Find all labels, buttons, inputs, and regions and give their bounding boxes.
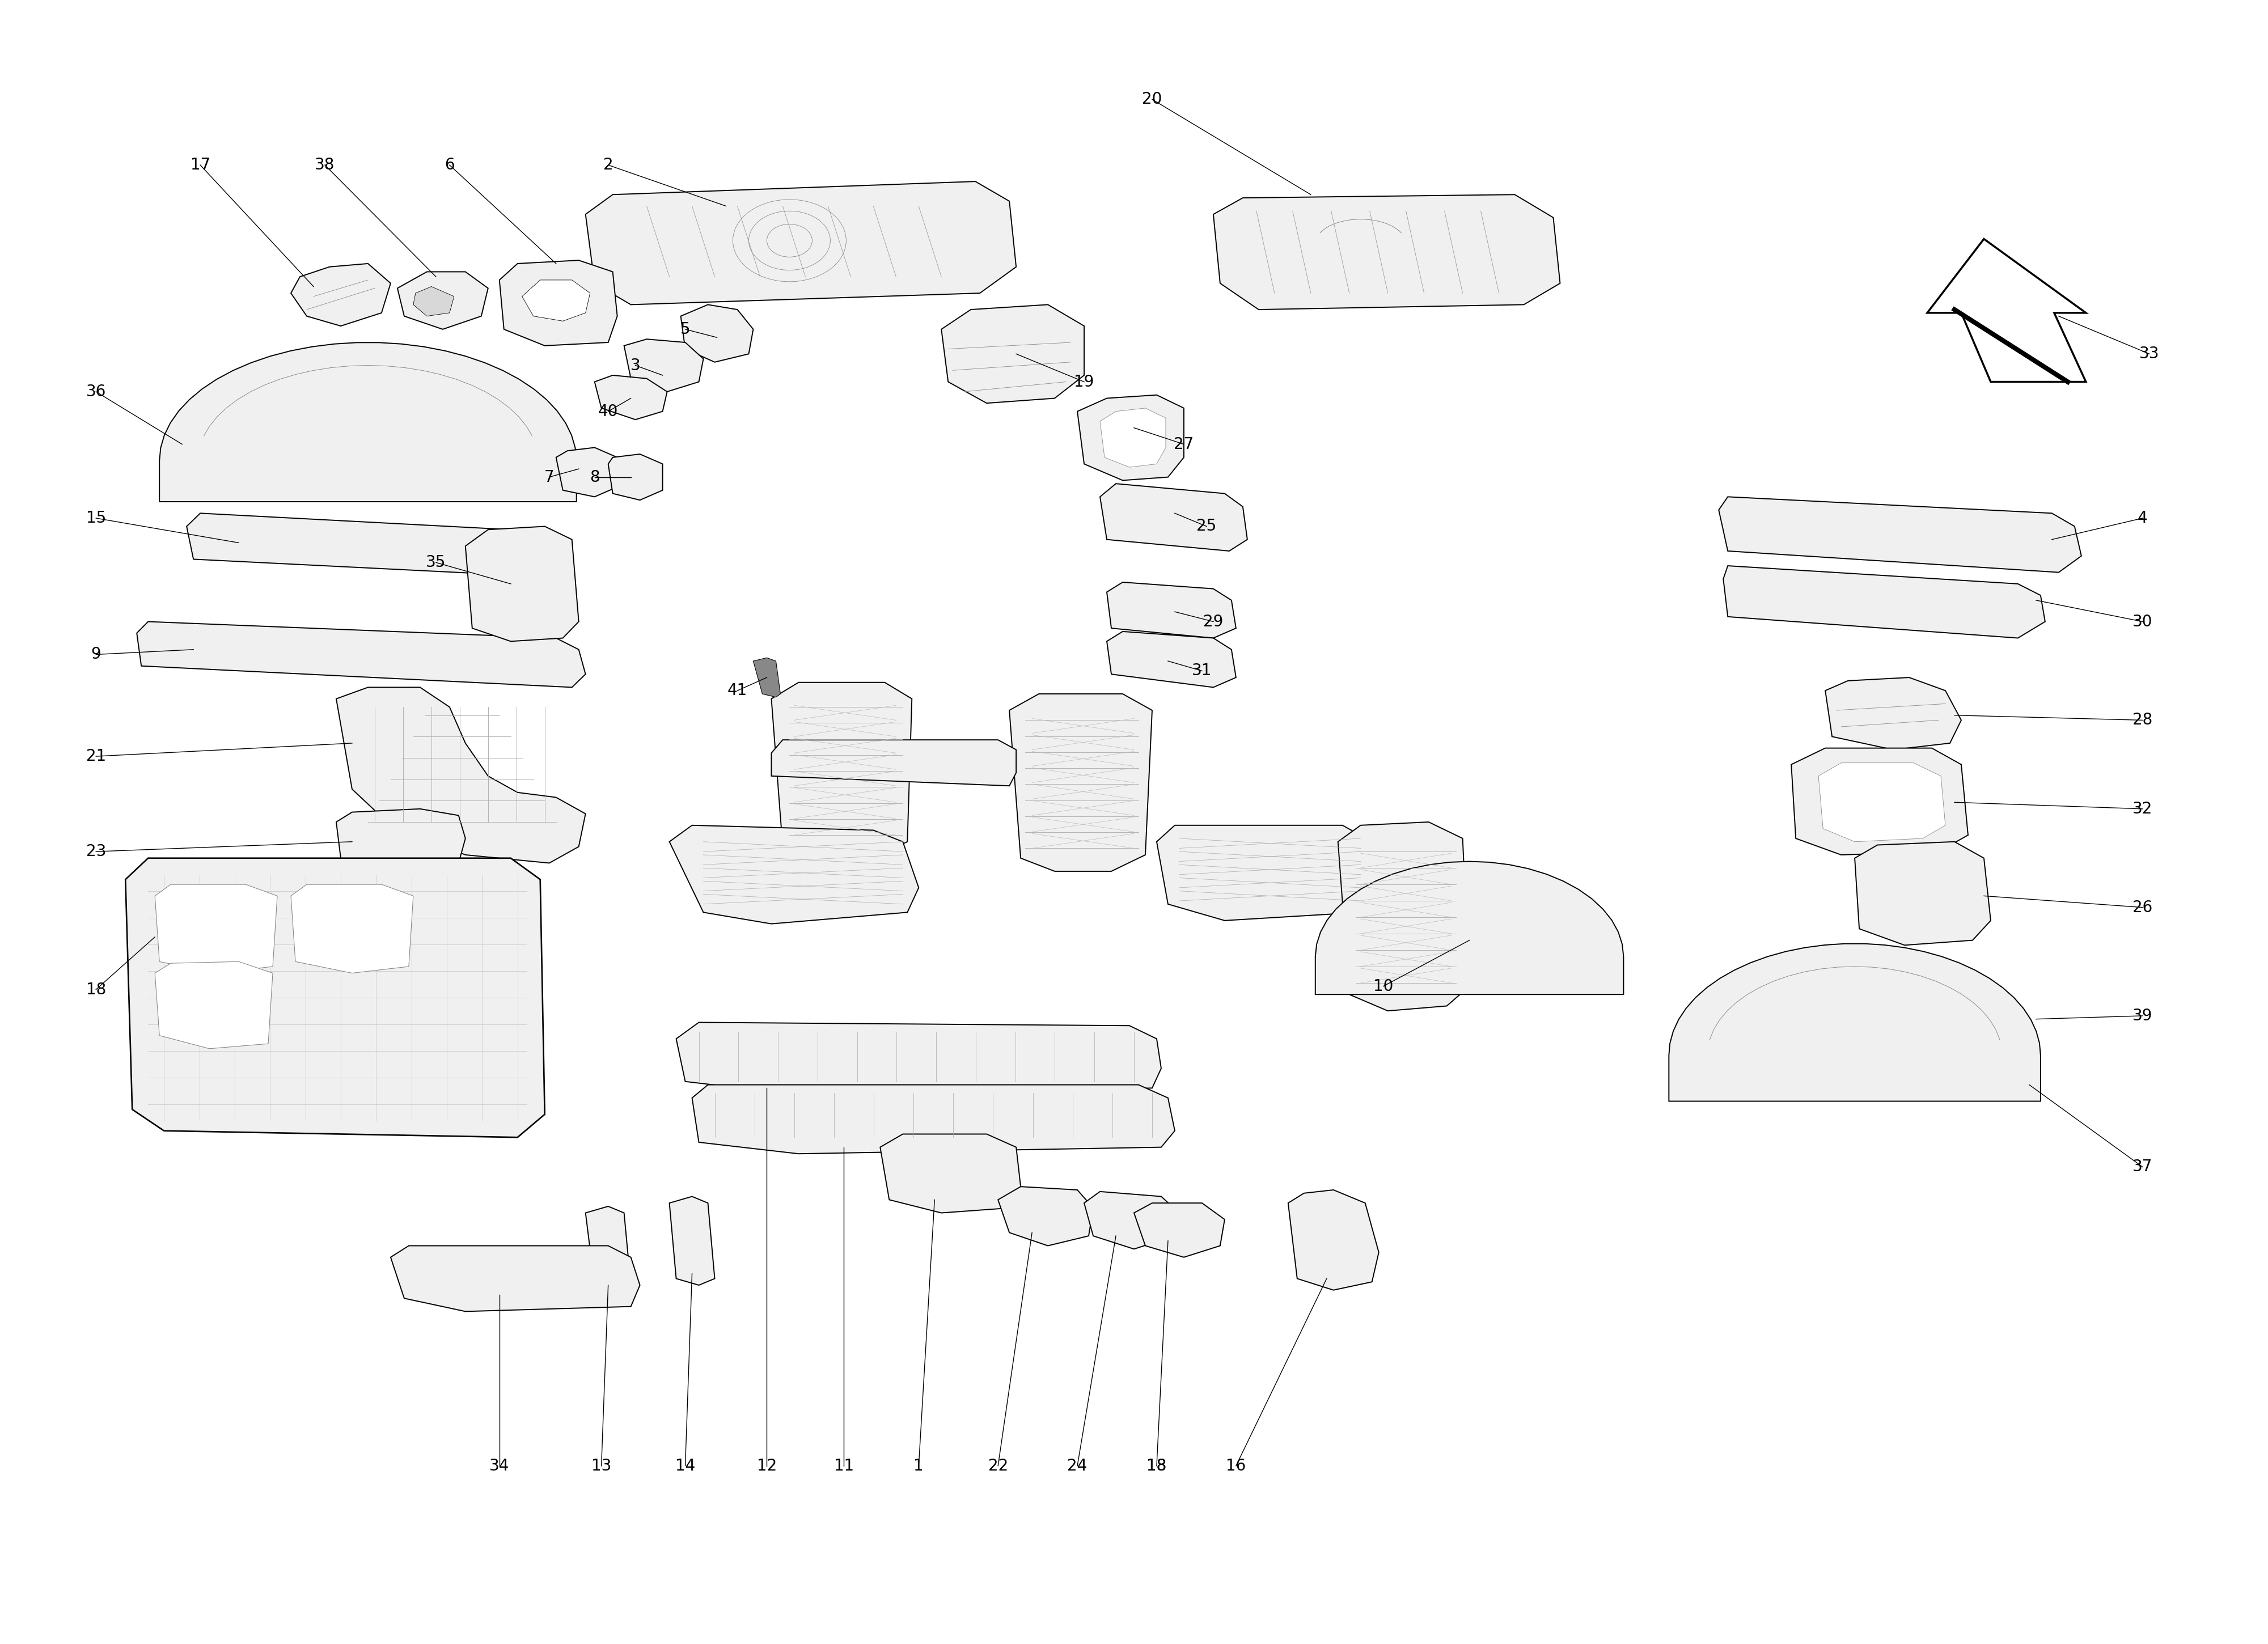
- Polygon shape: [1724, 566, 2046, 638]
- Polygon shape: [880, 1134, 1021, 1213]
- Polygon shape: [1134, 1203, 1225, 1258]
- Text: 2: 2: [603, 158, 612, 173]
- Text: 7: 7: [544, 469, 553, 485]
- Polygon shape: [186, 513, 540, 575]
- Polygon shape: [125, 858, 544, 1138]
- Text: 25: 25: [1198, 518, 1216, 534]
- Text: 18: 18: [86, 981, 107, 998]
- Text: 30: 30: [2132, 613, 2152, 630]
- Polygon shape: [1338, 822, 1470, 1011]
- Text: 16: 16: [1227, 1458, 1245, 1473]
- Text: 21: 21: [86, 748, 107, 764]
- Polygon shape: [154, 962, 272, 1049]
- Text: 13: 13: [592, 1458, 612, 1473]
- Text: 27: 27: [1175, 436, 1193, 452]
- Polygon shape: [692, 1085, 1175, 1154]
- Text: 12: 12: [758, 1458, 778, 1473]
- Polygon shape: [1288, 1190, 1379, 1291]
- Polygon shape: [1315, 861, 1624, 995]
- Polygon shape: [1107, 582, 1236, 638]
- Polygon shape: [1100, 483, 1247, 551]
- Text: 24: 24: [1068, 1458, 1086, 1473]
- Text: 4: 4: [2136, 510, 2148, 526]
- Text: 6: 6: [445, 158, 454, 173]
- Polygon shape: [594, 375, 667, 419]
- Polygon shape: [1157, 825, 1379, 921]
- Polygon shape: [397, 271, 488, 329]
- Polygon shape: [753, 658, 780, 697]
- Text: 41: 41: [728, 682, 748, 699]
- Text: 1: 1: [914, 1458, 923, 1473]
- Polygon shape: [413, 286, 454, 316]
- Polygon shape: [1009, 694, 1152, 871]
- Text: 8: 8: [590, 469, 599, 485]
- Text: 17: 17: [191, 158, 211, 173]
- Polygon shape: [336, 687, 585, 863]
- Text: 29: 29: [1204, 613, 1222, 630]
- Text: 37: 37: [2132, 1159, 2152, 1175]
- Polygon shape: [624, 339, 703, 391]
- Polygon shape: [585, 1207, 631, 1292]
- Polygon shape: [1213, 194, 1560, 309]
- Polygon shape: [680, 304, 753, 362]
- Text: 23: 23: [86, 843, 107, 860]
- Text: 32: 32: [2132, 801, 2152, 817]
- Text: 35: 35: [426, 554, 447, 570]
- Text: 15: 15: [86, 510, 107, 526]
- Polygon shape: [336, 809, 465, 871]
- Text: 11: 11: [835, 1458, 853, 1473]
- Polygon shape: [1669, 944, 2041, 1101]
- Text: 22: 22: [989, 1458, 1007, 1473]
- Polygon shape: [998, 1187, 1093, 1246]
- Polygon shape: [154, 884, 277, 973]
- Text: 31: 31: [1193, 663, 1211, 679]
- Text: 10: 10: [1374, 978, 1393, 995]
- Polygon shape: [771, 740, 1016, 786]
- Text: 28: 28: [2132, 712, 2152, 728]
- Polygon shape: [669, 1197, 714, 1286]
- Polygon shape: [159, 342, 576, 501]
- Text: 26: 26: [2132, 899, 2152, 916]
- Polygon shape: [390, 1246, 640, 1312]
- Text: 38: 38: [315, 158, 336, 173]
- Text: 18: 18: [1148, 1458, 1166, 1473]
- Text: 36: 36: [86, 383, 107, 399]
- Polygon shape: [1819, 763, 1946, 842]
- Text: 19: 19: [1075, 373, 1093, 390]
- Polygon shape: [1719, 496, 2082, 572]
- Polygon shape: [136, 621, 585, 687]
- Polygon shape: [1928, 238, 2087, 381]
- Polygon shape: [1100, 408, 1166, 467]
- Polygon shape: [465, 526, 578, 641]
- Polygon shape: [676, 1023, 1161, 1093]
- Polygon shape: [556, 447, 617, 496]
- Polygon shape: [290, 263, 390, 326]
- Polygon shape: [290, 884, 413, 973]
- Polygon shape: [522, 279, 590, 321]
- Polygon shape: [1084, 1192, 1179, 1249]
- Text: 14: 14: [676, 1458, 696, 1473]
- Text: 34: 34: [490, 1458, 510, 1473]
- Text: 5: 5: [680, 321, 689, 337]
- Text: 18: 18: [1148, 1458, 1166, 1473]
- Polygon shape: [1107, 631, 1236, 687]
- Polygon shape: [669, 825, 919, 924]
- Text: 39: 39: [2132, 1008, 2152, 1024]
- Text: 40: 40: [599, 403, 619, 419]
- Polygon shape: [499, 260, 617, 345]
- Polygon shape: [941, 304, 1084, 403]
- Text: 33: 33: [2139, 345, 2159, 362]
- Polygon shape: [1077, 395, 1184, 480]
- Polygon shape: [1792, 748, 1969, 855]
- Polygon shape: [771, 682, 912, 858]
- Text: 9: 9: [91, 646, 102, 663]
- Polygon shape: [585, 181, 1016, 304]
- Polygon shape: [1855, 842, 1991, 945]
- Text: 20: 20: [1143, 92, 1161, 107]
- Text: 3: 3: [631, 357, 640, 373]
- Polygon shape: [1826, 677, 1962, 750]
- Polygon shape: [608, 454, 662, 500]
